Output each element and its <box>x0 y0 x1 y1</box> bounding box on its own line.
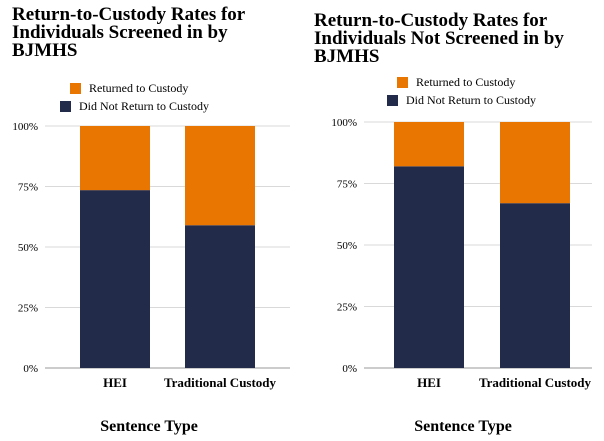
bar-segment-returned <box>80 126 150 191</box>
x-category-label: HEI <box>417 375 441 390</box>
chart-plot-area: 0% 25% 50% 75% 100% HEI Traditional Custody <box>331 117 592 390</box>
chart-title: Return-to-Custody Rates for Individuals … <box>314 10 564 67</box>
y-tick-label: 100% <box>12 121 38 133</box>
legend-label-returned: Returned to Custody <box>89 81 189 95</box>
y-tick-label: 100% <box>331 117 357 129</box>
y-tick-label: 75% <box>18 182 38 194</box>
chart-plot-area: 0% 25% 50% 75% 100% HEI Traditional Custody <box>12 121 290 390</box>
bar-segment-returned <box>500 122 570 204</box>
legend-swatch-returned <box>397 76 408 88</box>
x-category-label: HEI <box>103 375 127 390</box>
chart-panel-screened: Return-to-Custody Rates for Individuals … <box>12 4 290 435</box>
legend-swatch-not-returned <box>60 100 71 112</box>
legend: Returned to Custody Did Not Return to Cu… <box>60 80 209 116</box>
x-axis-title: Sentence Type <box>414 418 512 435</box>
legend-item-not-returned: Did Not Return to Custody <box>387 92 536 108</box>
bar-segment-returned <box>185 126 255 226</box>
legend-item-not-returned: Did Not Return to Custody <box>60 98 209 114</box>
y-tick-label: 25% <box>337 302 357 314</box>
y-tick-label: 75% <box>337 179 357 191</box>
x-category-label: Traditional Custody <box>479 375 592 390</box>
y-tick-label: 0% <box>23 363 38 375</box>
y-tick-label: 50% <box>337 240 357 252</box>
legend-label-not-returned: Did Not Return to Custody <box>406 93 537 107</box>
y-tick-label: 0% <box>342 363 357 375</box>
legend-swatch-returned <box>70 82 81 94</box>
bar-segment-not-returned <box>394 166 464 368</box>
legend-swatch-not-returned <box>387 94 398 106</box>
bar-segment-not-returned <box>500 203 570 368</box>
legend-label-not-returned: Did Not Return to Custody <box>79 99 210 113</box>
legend-item-returned: Returned to Custody <box>397 74 536 90</box>
bar-segment-returned <box>394 122 464 167</box>
legend-item-returned: Returned to Custody <box>70 80 209 96</box>
legend-label-returned: Returned to Custody <box>416 75 516 89</box>
bar-segment-not-returned <box>80 190 150 368</box>
legend: Returned to Custody Did Not Return to Cu… <box>387 74 536 110</box>
x-axis-title: Sentence Type <box>100 418 198 435</box>
bar-segment-not-returned <box>185 225 255 368</box>
x-category-label: Traditional Custody <box>164 375 277 390</box>
y-tick-label: 25% <box>18 303 38 315</box>
chart-title: Return-to-Custody Rates for Individuals … <box>12 4 246 61</box>
y-tick-label: 50% <box>18 242 38 254</box>
chart-panel-not-screened: Return-to-Custody Rates for Individuals … <box>302 0 604 441</box>
